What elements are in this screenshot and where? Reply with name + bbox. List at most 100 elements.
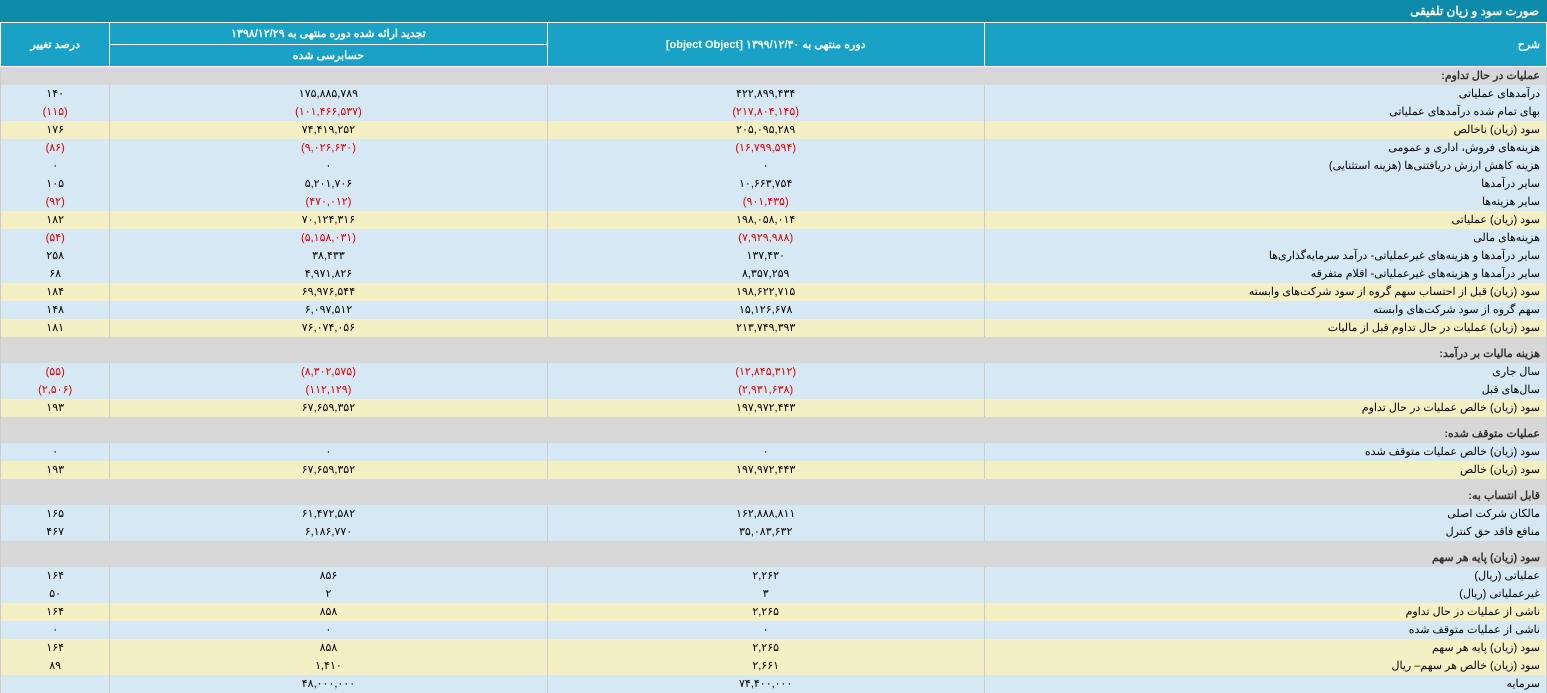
row-label: سایر درآمدها (984, 175, 1546, 193)
prior-value: (۹,۰۲۶,۶۳۰) (110, 139, 547, 157)
prior-value: ۸۵۶ (110, 567, 547, 585)
change-pct (1, 675, 110, 693)
change-pct: (۱۱۵) (1, 103, 110, 121)
current-value: ۳ (547, 585, 984, 603)
row-label: ناشی از عملیات متوقف شده (984, 621, 1546, 639)
row-label: مالکان شرکت اصلی (984, 505, 1546, 523)
row-label: هزینه کاهش ارزش دریافتنی‌ها (هزینه استثن… (984, 157, 1546, 175)
current-value: ۲,۲۶۵ (547, 639, 984, 657)
change-pct: ۵۰ (1, 585, 110, 603)
spacer-row (1, 337, 1547, 345)
change-pct: ۱۴۰ (1, 85, 110, 103)
row-label: سود (زیان) ناخالص (984, 121, 1546, 139)
prior-value: ۷۴,۴۱۹,۲۵۲ (110, 121, 547, 139)
table-row: سود (زیان) ناخالص۲۰۵,۰۹۵,۲۸۹۷۴,۴۱۹,۲۵۲۱۷… (1, 121, 1547, 139)
current-value: ۰ (547, 621, 984, 639)
table-row: سود (زیان) پایه هر سهم۲,۲۶۵۸۵۸۱۶۴ (1, 639, 1547, 657)
row-label: هزینه‌های فروش، اداری و عمومی (984, 139, 1546, 157)
prior-value: ۱,۴۱۰ (110, 657, 547, 675)
row-label: سایر هزینه‌ها (984, 193, 1546, 211)
current-value: ۸,۳۵۷,۲۵۹ (547, 265, 984, 283)
table-row: سهم گروه از سود شرکت‌های وابسته۱۵,۱۲۶,۶۷… (1, 301, 1547, 319)
change-pct: ۰ (1, 443, 110, 461)
section-title: قابل انتساب به: (1, 487, 1547, 505)
change-pct: ۱۶۴ (1, 639, 110, 657)
row-label: سال جاری (984, 363, 1546, 381)
table-row: هزینه کاهش ارزش دریافتنی‌ها (هزینه استثن… (1, 157, 1547, 175)
row-label: عملیاتی (ریال) (984, 567, 1546, 585)
section-title: عملیات در حال تداوم: (1, 67, 1547, 86)
table-row: سرمایه۷۴,۴۰۰,۰۰۰۴۸,۰۰۰,۰۰۰ (1, 675, 1547, 693)
table-row: سود (زیان) عملیاتی۱۹۸,۰۵۸,۰۱۴۷۰,۱۲۴,۳۱۶۱… (1, 211, 1547, 229)
row-label: سود (زیان) پایه هر سهم (984, 639, 1546, 657)
row-label: سود (زیان) خالص عملیات متوقف شده (984, 443, 1546, 461)
section-title: سود (زیان) پایه هر سهم (1, 549, 1547, 567)
prior-value: ۵,۲۰۱,۷۰۶ (110, 175, 547, 193)
current-value: ۰ (547, 443, 984, 461)
prior-value: ۶,۰۹۷,۵۱۲ (110, 301, 547, 319)
current-value: (۷,۹۲۹,۹۸۸) (547, 229, 984, 247)
header-prior: تجدید ارائه شده دوره منتهی به ۱۳۹۸/۱۲/۲۹ (110, 23, 547, 45)
table-row: سال‌های قبل(۲,۹۳۱,۶۳۸)(۱۱۲,۱۲۹)(۲,۵۰۶) (1, 381, 1547, 399)
table-row: سایر درآمدها۱۰,۶۶۳,۷۵۴۵,۲۰۱,۷۰۶۱۰۵ (1, 175, 1547, 193)
prior-value: ۷۶,۰۷۴,۰۵۶ (110, 319, 547, 337)
change-pct: ۱۶۵ (1, 505, 110, 523)
change-pct: (۵۴) (1, 229, 110, 247)
section-header: عملیات متوقف شده: (1, 425, 1547, 443)
change-pct: ۱۶۴ (1, 567, 110, 585)
table-row: عملیاتی (ریال)۲,۲۶۲۸۵۶۱۶۴ (1, 567, 1547, 585)
spacer-row (1, 479, 1547, 487)
table-header: شرح دوره منتهی به ۱۳۹۹/۱۲/۳۰ [object Obj… (1, 23, 1547, 67)
row-label: سال‌های قبل (984, 381, 1546, 399)
table-row: سود (زیان) خالص عملیات متوقف شده۰۰۰ (1, 443, 1547, 461)
current-value: ۱۹۸,۰۵۸,۰۱۴ (547, 211, 984, 229)
table-row: سایر هزینه‌ها(۹۰۱,۴۳۵)(۴۷۰,۰۱۲)(۹۲) (1, 193, 1547, 211)
current-value: ۲,۶۶۱ (547, 657, 984, 675)
header-change: درصد تغییر (1, 23, 110, 67)
section-header: هزینه مالیات بر درآمد: (1, 345, 1547, 363)
row-label: سود (زیان) عملیاتی (984, 211, 1546, 229)
change-pct: (۸۶) (1, 139, 110, 157)
row-label: منافع فاقد حق کنترل (984, 523, 1546, 541)
section-title: هزینه مالیات بر درآمد: (1, 345, 1547, 363)
change-pct: ۴۶۷ (1, 523, 110, 541)
current-value: (۲۱۷,۸۰۴,۱۴۵) (547, 103, 984, 121)
prior-value: ۶,۱۸۶,۷۷۰ (110, 523, 547, 541)
table-row: غیرعملیاتی (ریال)۳۲۵۰ (1, 585, 1547, 603)
prior-value: ۱۷۵,۸۸۵,۷۸۹ (110, 85, 547, 103)
change-pct: ۱۴۸ (1, 301, 110, 319)
row-label: غیرعملیاتی (ریال) (984, 585, 1546, 603)
current-value: ۰ (547, 157, 984, 175)
row-label: سایر درآمدها و هزینه‌های غیرعملیاتی- اقل… (984, 265, 1546, 283)
row-label: سود (زیان) عملیات در حال تداوم قبل از ما… (984, 319, 1546, 337)
prior-value: ۰ (110, 157, 547, 175)
row-label: درآمدهای عملیاتی (984, 85, 1546, 103)
prior-value: ۸۵۸ (110, 603, 547, 621)
change-pct: ۱۸۴ (1, 283, 110, 301)
table-row: سود (زیان) خالص هر سهم– ریال۲,۶۶۱۱,۴۱۰۸۹ (1, 657, 1547, 675)
prior-value: (۱۱۲,۱۲۹) (110, 381, 547, 399)
section-header: عملیات در حال تداوم: (1, 67, 1547, 86)
change-pct: (۵۵) (1, 363, 110, 381)
table-row: سود (زیان) قبل از احتساب سهم گروه از سود… (1, 283, 1547, 301)
table-row: هزینه‌های فروش، اداری و عمومی(۱۶,۷۹۹,۵۹۴… (1, 139, 1547, 157)
row-label: سرمایه (984, 675, 1546, 693)
table-row: سایر درآمدها و هزینه‌های غیرعملیاتی- درآ… (1, 247, 1547, 265)
table-row: سایر درآمدها و هزینه‌های غیرعملیاتی- اقل… (1, 265, 1547, 283)
prior-value: ۳۸,۴۳۳ (110, 247, 547, 265)
prior-value: ۰ (110, 621, 547, 639)
row-label: سود (زیان) خالص هر سهم– ریال (984, 657, 1546, 675)
section-header: سود (زیان) پایه هر سهم (1, 549, 1547, 567)
table-body: عملیات در حال تداوم:درآمدهای عملیاتی۴۲۲,… (1, 67, 1547, 693)
current-value: ۱۶۲,۸۸۸,۸۱۱ (547, 505, 984, 523)
current-value: ۲,۲۶۲ (547, 567, 984, 585)
table-row: درآمدهای عملیاتی۴۲۲,۸۹۹,۴۳۴۱۷۵,۸۸۵,۷۸۹۱۴… (1, 85, 1547, 103)
change-pct: ۰ (1, 621, 110, 639)
row-label: سود (زیان) خالص (984, 461, 1546, 479)
table-row: هزینه‌های مالی(۷,۹۲۹,۹۸۸)(۵,۱۵۸,۰۳۱)(۵۴) (1, 229, 1547, 247)
table-row: ناشی از عملیات در حال تداوم۲,۲۶۵۸۵۸۱۶۴ (1, 603, 1547, 621)
current-value: ۱۳۷,۴۳۰ (547, 247, 984, 265)
row-label: سود (زیان) قبل از احتساب سهم گروه از سود… (984, 283, 1546, 301)
current-value: ۱۹۷,۹۷۲,۴۴۳ (547, 399, 984, 417)
table-row: ناشی از عملیات متوقف شده۰۰۰ (1, 621, 1547, 639)
